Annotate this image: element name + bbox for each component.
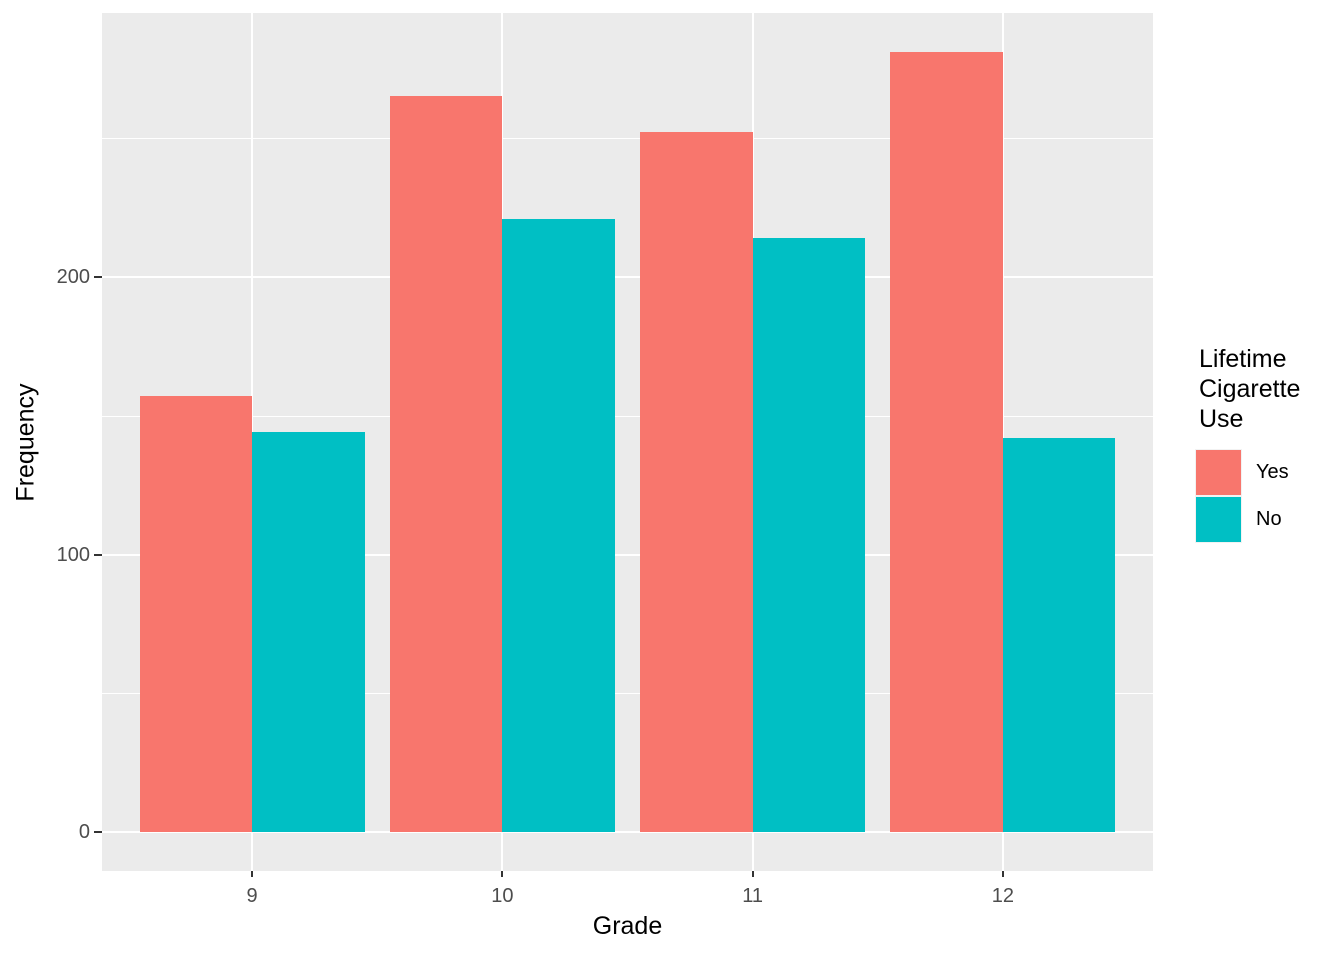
x-tick-label: 11 bbox=[742, 885, 763, 907]
legend-label: Yes bbox=[1256, 461, 1289, 483]
x-tick-mark bbox=[501, 871, 504, 877]
bar-grade9-yes bbox=[139, 396, 253, 833]
y-tick-mark bbox=[94, 553, 102, 556]
legend-item-no: No bbox=[1196, 497, 1300, 543]
y-axis-title: Frequency bbox=[11, 383, 40, 502]
legend-swatch-yes bbox=[1196, 450, 1241, 495]
bar-grade9-no bbox=[252, 432, 365, 833]
bar-grade10-yes bbox=[389, 96, 503, 833]
gridline-horizontal-major bbox=[102, 553, 1153, 556]
plot-panel bbox=[102, 13, 1153, 871]
x-tick-label: 12 bbox=[991, 885, 1015, 907]
x-tick-label: 9 bbox=[246, 885, 258, 907]
y-tick-label: 0 bbox=[78, 821, 90, 844]
bar-grade11-no bbox=[752, 237, 866, 833]
legend-title: Lifetime Cigarette Use bbox=[1199, 345, 1301, 433]
legend: Lifetime Cigarette Use Yes No bbox=[1196, 344, 1300, 544]
y-tick-mark bbox=[94, 831, 102, 834]
y-tick-mark bbox=[94, 275, 102, 278]
y-tick-label: 100 bbox=[56, 543, 90, 566]
gridline-horizontal-major bbox=[102, 831, 1153, 834]
bar-grade12-no bbox=[1002, 437, 1116, 833]
legend-items: Yes No bbox=[1196, 450, 1300, 543]
x-tick-mark bbox=[751, 871, 754, 877]
bar-grade11-yes bbox=[640, 132, 753, 833]
bar-grade12-yes bbox=[890, 51, 1003, 833]
legend-swatch-no bbox=[1196, 497, 1241, 542]
x-tick-label: 10 bbox=[491, 885, 514, 907]
x-axis-title: Grade bbox=[592, 912, 663, 940]
gridline-horizontal-minor bbox=[102, 415, 1153, 417]
y-tick-label: 200 bbox=[56, 265, 90, 288]
legend-item-yes: Yes bbox=[1196, 450, 1300, 496]
x-tick-mark bbox=[1001, 871, 1004, 877]
gridline-horizontal-major bbox=[102, 275, 1153, 278]
bar-grade10-no bbox=[502, 218, 615, 833]
gridline-horizontal-minor bbox=[102, 138, 1153, 139]
legend-label: No bbox=[1256, 508, 1282, 530]
x-tick-mark bbox=[251, 871, 254, 877]
gridline-horizontal-minor bbox=[102, 693, 1153, 695]
